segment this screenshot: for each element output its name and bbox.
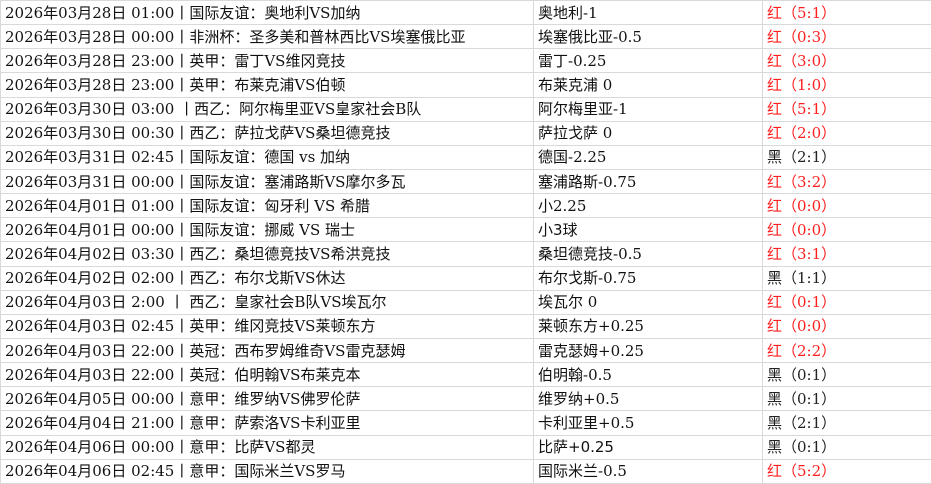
table-row: 2026年04月01日 00:00丨国际友谊：挪威 VS 瑞士小3球红（0:0） bbox=[1, 218, 931, 242]
pick-cell[interactable]: 小2.25 bbox=[534, 194, 763, 218]
result-cell[interactable]: 红（5:1） bbox=[763, 97, 931, 121]
pick-cell[interactable]: 布莱克浦 0 bbox=[534, 73, 763, 97]
pick-cell[interactable]: 比萨+0.25 bbox=[534, 435, 763, 459]
pick-cell[interactable]: 埃瓦尔 0 bbox=[534, 290, 763, 314]
result-cell[interactable]: 黑（0:1） bbox=[763, 387, 931, 411]
result-cell[interactable]: 红（0:0） bbox=[763, 218, 931, 242]
result-cell[interactable]: 红（0:0） bbox=[763, 314, 931, 338]
match-cell[interactable]: 2026年03月28日 23:00丨英甲：雷丁VS维冈竞技 bbox=[1, 49, 534, 73]
pick-cell[interactable]: 萨拉戈萨 0 bbox=[534, 121, 763, 145]
match-cell[interactable]: 2026年04月03日 02:45丨英甲：维冈竞技VS莱顿东方 bbox=[1, 314, 534, 338]
match-cell[interactable]: 2026年04月04日 21:00丨意甲：萨索洛VS卡利亚里 bbox=[1, 411, 534, 435]
match-cell[interactable]: 2026年03月31日 00:00丨国际友谊：塞浦路斯VS摩尔多瓦 bbox=[1, 169, 534, 193]
match-cell[interactable]: 2026年03月28日 01:00丨国际友谊：奥地利VS加纳 bbox=[1, 1, 534, 25]
result-cell[interactable]: 红（1:0） bbox=[763, 73, 931, 97]
result-cell[interactable]: 黑（1:1） bbox=[763, 266, 931, 290]
pick-cell[interactable]: 小3球 bbox=[534, 218, 763, 242]
table-row: 2026年04月02日 03:30丨西乙：桑坦德竞技VS希洪竞技桑坦德竞技-0.… bbox=[1, 242, 931, 266]
match-cell[interactable]: 2026年04月05日 00:00丨意甲：维罗纳VS佛罗伦萨 bbox=[1, 387, 534, 411]
match-cell[interactable]: 2026年04月02日 03:30丨西乙：桑坦德竞技VS希洪竞技 bbox=[1, 242, 534, 266]
pick-cell[interactable]: 埃塞俄比亚-0.5 bbox=[534, 25, 763, 49]
match-cell[interactable]: 2026年04月06日 00:00丨意甲：比萨VS都灵 bbox=[1, 435, 534, 459]
result-cell[interactable]: 红（5:2） bbox=[763, 459, 931, 483]
pick-cell[interactable]: 维罗纳+0.5 bbox=[534, 387, 763, 411]
pick-cell[interactable]: 布尔戈斯-0.75 bbox=[534, 266, 763, 290]
table-row: 2026年03月28日 00:00丨非洲杯：圣多美和普林西比VS埃塞俄比亚埃塞俄… bbox=[1, 25, 931, 49]
match-cell[interactable]: 2026年04月01日 00:00丨国际友谊：挪威 VS 瑞士 bbox=[1, 218, 534, 242]
match-cell[interactable]: 2026年04月06日 02:45丨意甲：国际米兰VS罗马 bbox=[1, 459, 534, 483]
pick-cell[interactable]: 德国-2.25 bbox=[534, 145, 763, 169]
result-cell[interactable]: 红（0:1） bbox=[763, 290, 931, 314]
pick-cell[interactable]: 国际米兰-0.5 bbox=[534, 459, 763, 483]
match-cell[interactable]: 2026年03月31日 02:45丨国际友谊：德国 vs 加纳 bbox=[1, 145, 534, 169]
match-cell[interactable]: 2026年04月03日 22:00丨英冠：伯明翰VS布莱克本 bbox=[1, 363, 534, 387]
pick-cell[interactable]: 伯明翰-0.5 bbox=[534, 363, 763, 387]
result-cell[interactable]: 红（5:1） bbox=[763, 1, 931, 25]
pick-cell[interactable]: 塞浦路斯-0.75 bbox=[534, 169, 763, 193]
result-cell[interactable]: 红（2:2） bbox=[763, 338, 931, 362]
result-cell[interactable]: 红（3:0） bbox=[763, 49, 931, 73]
pick-cell[interactable]: 卡利亚里+0.5 bbox=[534, 411, 763, 435]
result-cell[interactable]: 红（2:0） bbox=[763, 121, 931, 145]
pick-cell[interactable]: 雷丁-0.25 bbox=[534, 49, 763, 73]
match-cell[interactable]: 2026年03月30日 00:30丨西乙：萨拉戈萨VS桑坦德竞技 bbox=[1, 121, 534, 145]
table-row: 2026年03月31日 00:00丨国际友谊：塞浦路斯VS摩尔多瓦塞浦路斯-0.… bbox=[1, 169, 931, 193]
match-cell[interactable]: 2026年04月03日 22:00丨英冠：西布罗姆维奇VS雷克瑟姆 bbox=[1, 338, 534, 362]
result-cell[interactable]: 红（0:3） bbox=[763, 25, 931, 49]
match-cell[interactable]: 2026年03月28日 23:00丨英甲：布莱克浦VS伯顿 bbox=[1, 73, 534, 97]
match-cell[interactable]: 2026年03月30日 03:00 丨西乙：阿尔梅里亚VS皇家社会B队 bbox=[1, 97, 534, 121]
result-cell[interactable]: 红（3:2） bbox=[763, 169, 931, 193]
result-cell[interactable]: 红（0:0） bbox=[763, 194, 931, 218]
match-cell[interactable]: 2026年04月02日 02:00丨西乙：布尔戈斯VS休达 bbox=[1, 266, 534, 290]
pick-cell[interactable]: 莱顿东方+0.25 bbox=[534, 314, 763, 338]
pick-cell[interactable]: 雷克瑟姆+0.25 bbox=[534, 338, 763, 362]
match-cell[interactable]: 2026年03月28日 00:00丨非洲杯：圣多美和普林西比VS埃塞俄比亚 bbox=[1, 25, 534, 49]
pick-cell[interactable]: 奥地利-1 bbox=[534, 1, 763, 25]
table-row: 2026年04月03日 22:00丨英冠：西布罗姆维奇VS雷克瑟姆雷克瑟姆+0.… bbox=[1, 338, 931, 362]
pick-cell[interactable]: 阿尔梅里亚-1 bbox=[534, 97, 763, 121]
result-cell[interactable]: 黑（2:1） bbox=[763, 145, 931, 169]
match-cell[interactable]: 2026年04月03日 2:00 丨 西乙：皇家社会B队VS埃瓦尔 bbox=[1, 290, 534, 314]
result-cell[interactable]: 黑（0:1） bbox=[763, 363, 931, 387]
result-cell[interactable]: 红（3:1） bbox=[763, 242, 931, 266]
table-row: 2026年03月30日 03:00 丨西乙：阿尔梅里亚VS皇家社会B队阿尔梅里亚… bbox=[1, 97, 931, 121]
result-cell[interactable]: 黑（0:1） bbox=[763, 435, 931, 459]
table-row: 2026年04月03日 02:45丨英甲：维冈竞技VS莱顿东方莱顿东方+0.25… bbox=[1, 314, 931, 338]
match-cell[interactable]: 2026年04月01日 01:00丨国际友谊：匈牙利 VS 希腊 bbox=[1, 194, 534, 218]
pick-cell[interactable]: 桑坦德竞技-0.5 bbox=[534, 242, 763, 266]
result-cell[interactable]: 黑（2:1） bbox=[763, 411, 931, 435]
